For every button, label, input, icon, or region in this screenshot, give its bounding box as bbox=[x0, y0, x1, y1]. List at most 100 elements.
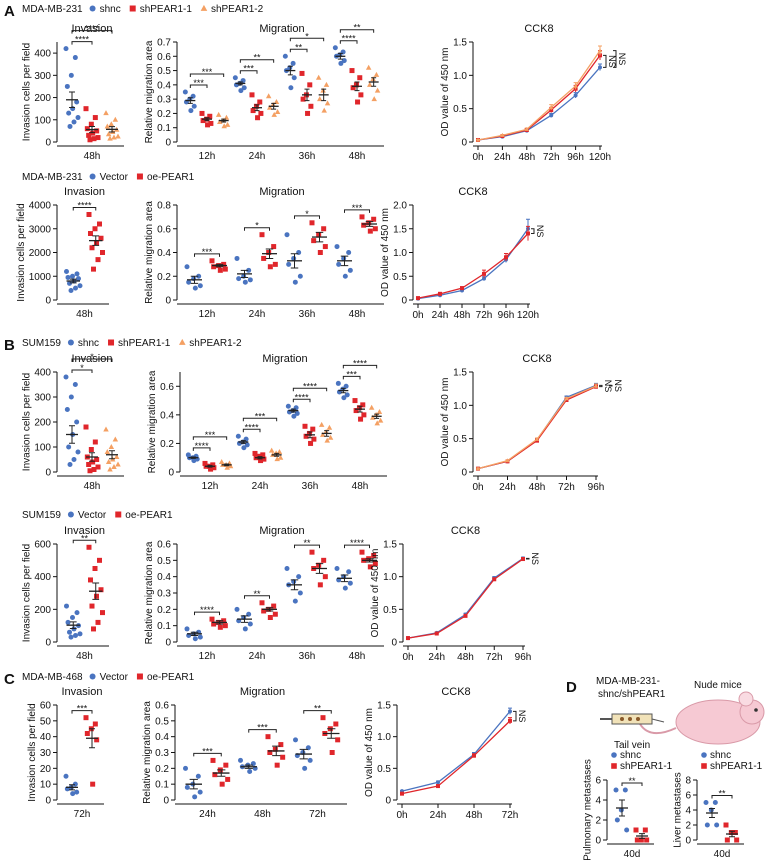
error-bar bbox=[109, 126, 115, 133]
error-bar bbox=[290, 579, 299, 591]
y-tick-label: 1.5 bbox=[377, 701, 391, 712]
y-tick-label: 0.4 bbox=[157, 248, 171, 259]
significance-label: **** bbox=[200, 605, 215, 615]
y-tick-label: 0.4 bbox=[160, 410, 174, 421]
y-tick-label: 0 bbox=[168, 468, 174, 479]
data-point bbox=[191, 458, 197, 464]
x-tick-label: 120h bbox=[517, 310, 539, 321]
x-tick-label: 48h bbox=[76, 309, 93, 320]
y-axis-label: Invasion cells per field bbox=[21, 43, 32, 141]
data-point bbox=[94, 128, 100, 134]
data-point bbox=[482, 276, 486, 281]
data-point bbox=[321, 226, 327, 232]
data-point bbox=[184, 264, 190, 270]
data-point bbox=[266, 250, 272, 255]
line bbox=[407, 557, 524, 639]
significance-bracket bbox=[289, 37, 325, 42]
error-bar bbox=[254, 104, 260, 112]
data-point bbox=[723, 822, 729, 828]
data-point bbox=[302, 423, 308, 429]
y-tick-label: 400 bbox=[34, 572, 51, 583]
data-point bbox=[549, 113, 554, 118]
data-point bbox=[320, 431, 326, 437]
data-point bbox=[86, 544, 92, 550]
chart-title: CCK8 bbox=[441, 686, 470, 698]
x-tick-label: 24h bbox=[432, 310, 449, 321]
y-tick-label: 100 bbox=[34, 115, 51, 126]
y-tick-label: 400 bbox=[34, 368, 51, 379]
data-point bbox=[68, 72, 74, 78]
data-point bbox=[336, 261, 342, 267]
legend-label: shPEAR1-2 bbox=[189, 338, 242, 349]
ns-bracket bbox=[599, 384, 603, 388]
y-tick-label: 0.2 bbox=[157, 272, 171, 283]
y-axis-label: Relative migration area bbox=[147, 370, 158, 473]
data-point bbox=[327, 434, 334, 440]
data-point bbox=[209, 258, 215, 264]
y-tick-label: 6 bbox=[595, 776, 601, 787]
y-tick-label: 0.6 bbox=[155, 701, 169, 712]
legend-marker bbox=[108, 339, 115, 346]
x-tick-label: 72h bbox=[486, 652, 503, 663]
data-point bbox=[242, 626, 248, 632]
significance-label: ** bbox=[353, 23, 361, 33]
legend-marker bbox=[701, 763, 707, 769]
ns-bracket bbox=[609, 384, 613, 387]
error-bar bbox=[69, 621, 77, 629]
data-point bbox=[84, 126, 90, 132]
y-axis-label: Invasion cells per field bbox=[21, 544, 32, 642]
x-tick-label: 24h bbox=[494, 152, 511, 163]
legend-marker bbox=[611, 752, 617, 758]
data-point bbox=[73, 632, 78, 638]
data-point bbox=[370, 76, 376, 82]
data-point bbox=[252, 450, 258, 456]
error-bar bbox=[265, 607, 274, 612]
data-point bbox=[191, 103, 197, 109]
significance-label: *** bbox=[202, 247, 213, 257]
data-point bbox=[508, 709, 512, 714]
data-point bbox=[276, 449, 283, 454]
significance-label: ** bbox=[295, 42, 303, 52]
data-point bbox=[234, 255, 240, 261]
y-tick-label: 2.0 bbox=[393, 201, 407, 212]
y-axis-label: Invasion cells per field bbox=[16, 203, 27, 301]
data-point bbox=[234, 606, 240, 612]
data-point bbox=[277, 454, 284, 460]
data-point bbox=[613, 787, 619, 793]
data-point bbox=[90, 459, 96, 465]
x-tick-label: 24h bbox=[249, 309, 266, 320]
data-point bbox=[74, 610, 80, 616]
data-point bbox=[294, 410, 300, 416]
data-point bbox=[224, 121, 231, 127]
data-point bbox=[624, 827, 630, 833]
data-point bbox=[197, 283, 203, 289]
data-point bbox=[714, 822, 720, 828]
data-point bbox=[67, 123, 73, 129]
x-tick-label: 48h bbox=[349, 151, 366, 162]
data-point bbox=[107, 135, 113, 141]
line bbox=[417, 233, 529, 299]
legend-label: shnc bbox=[100, 4, 121, 15]
data-point bbox=[272, 261, 278, 267]
data-point bbox=[210, 462, 216, 468]
error-bar bbox=[190, 275, 199, 284]
error-bar bbox=[240, 615, 249, 623]
data-point bbox=[188, 108, 194, 114]
cell-line: MDA-MB-231 bbox=[22, 4, 83, 15]
legend-marker bbox=[701, 752, 707, 758]
y-tick-label: 1.5 bbox=[383, 540, 397, 551]
data-point bbox=[463, 613, 468, 618]
data-point bbox=[242, 279, 248, 285]
data-point bbox=[475, 137, 481, 142]
data-point bbox=[212, 772, 218, 778]
data-point bbox=[92, 226, 98, 232]
legend-label: shPEAR1-1 bbox=[620, 761, 673, 772]
data-point bbox=[633, 827, 639, 833]
data-point bbox=[66, 444, 72, 450]
data-point bbox=[310, 426, 316, 432]
data-point bbox=[278, 742, 284, 748]
data-point bbox=[322, 574, 328, 580]
y-tick-label: 8 bbox=[685, 776, 691, 787]
data-point bbox=[259, 232, 265, 238]
data-point bbox=[105, 131, 112, 137]
